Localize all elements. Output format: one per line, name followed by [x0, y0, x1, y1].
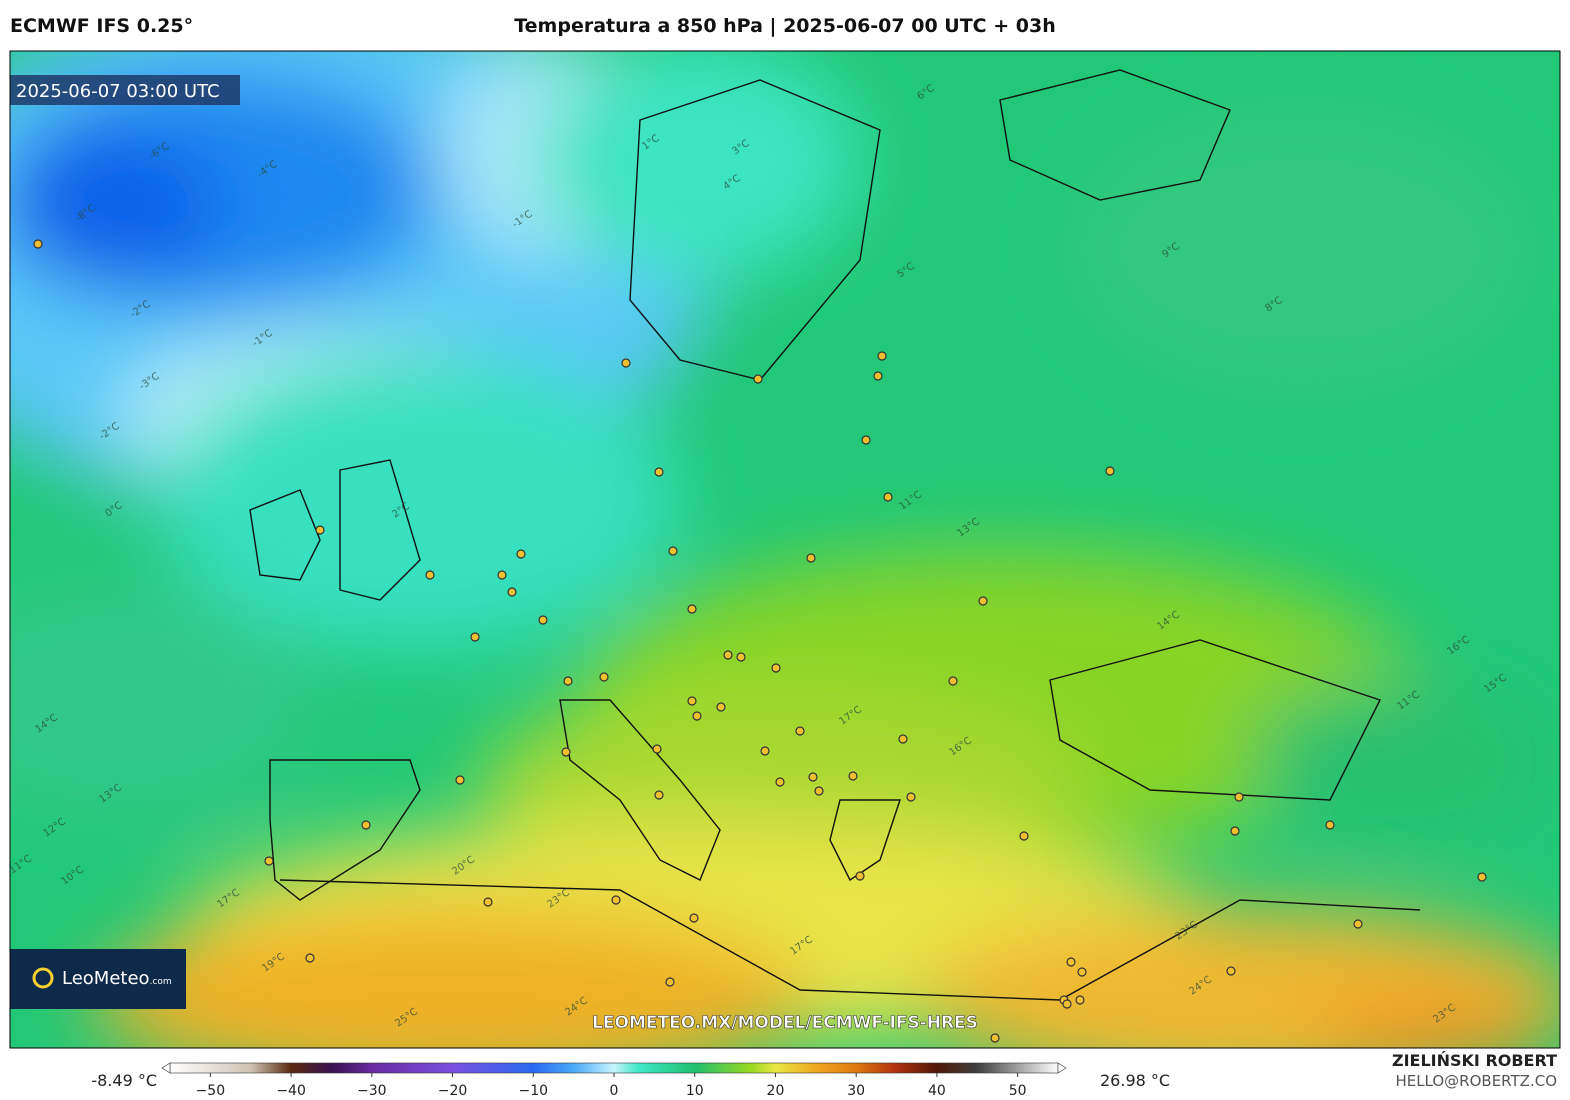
- city-dot: [883, 492, 893, 502]
- city-dot: [654, 790, 664, 800]
- city-dot: [654, 467, 664, 477]
- colorbar-tick-label: 50: [1009, 1083, 1027, 1099]
- city-dot: [736, 652, 746, 662]
- city-dot: [978, 596, 988, 606]
- email: HELLO@ROBERTZ.CO: [1395, 1072, 1557, 1090]
- city-dot: [33, 239, 43, 249]
- colorbar-min: -8.49 °C: [91, 1071, 157, 1090]
- city-dot: [1230, 826, 1240, 836]
- city-dot: [1325, 820, 1335, 830]
- city-dot: [611, 895, 621, 905]
- city-dot: [1066, 957, 1076, 967]
- city-dot: [455, 775, 465, 785]
- city-dot: [599, 672, 609, 682]
- city-dot: [361, 820, 371, 830]
- map-title: Temperatura a 850 hPa | 2025-06-07 00 UT…: [514, 15, 1056, 37]
- city-dot: [808, 772, 818, 782]
- colorbar-tick-label: −40: [276, 1083, 306, 1099]
- city-dot: [873, 371, 883, 381]
- city-dot: [723, 650, 733, 660]
- city-dot: [1234, 792, 1244, 802]
- colorbar-tick-label: −20: [438, 1083, 468, 1099]
- city-dot: [1075, 995, 1085, 1005]
- colorbar-tick-label: 40: [928, 1083, 946, 1099]
- city-dot: [775, 777, 785, 787]
- city-dot: [1477, 872, 1487, 882]
- city-dot: [906, 792, 916, 802]
- city-dot: [315, 525, 325, 535]
- city-dot: [1062, 999, 1072, 1009]
- city-dot: [665, 977, 675, 987]
- city-dot: [1226, 966, 1236, 976]
- city-dot: [652, 744, 662, 754]
- author: ZIELIŃSKI ROBERT: [1392, 1051, 1557, 1070]
- city-dot: [692, 711, 702, 721]
- colorbar-tick-label: 30: [847, 1083, 865, 1099]
- city-dot: [425, 570, 435, 580]
- cities: [33, 239, 1487, 1043]
- city-dot: [516, 549, 526, 559]
- colorbar: −50 −40 −30 −20 −10 0 10 20 30 40 50: [161, 1062, 1067, 1099]
- city-dot: [470, 632, 480, 642]
- city-dot: [689, 913, 699, 923]
- city-dot: [716, 702, 726, 712]
- colorbar-end: [1057, 1062, 1067, 1074]
- city-dot: [814, 786, 824, 796]
- city-dot: [753, 374, 763, 384]
- colorbar-bar: [169, 1062, 1059, 1074]
- logo-sun: [32, 967, 54, 989]
- city-dot: [898, 734, 908, 744]
- logo-box: [10, 949, 186, 1009]
- city-dot: [1105, 466, 1115, 476]
- city-dot: [563, 676, 573, 686]
- city-dot: [806, 553, 816, 563]
- city-dot: [1353, 919, 1363, 929]
- city-dot: [1077, 967, 1087, 977]
- colorbar-tick-label: −30: [357, 1083, 387, 1099]
- city-dot: [948, 676, 958, 686]
- city-dot: [561, 747, 571, 757]
- colorbar-end: [161, 1062, 171, 1074]
- city-dot: [861, 435, 871, 445]
- city-dot: [848, 771, 858, 781]
- city-dot: [264, 856, 274, 866]
- time-box: [10, 75, 240, 105]
- model-name: ECMWF IFS 0.25°: [10, 15, 193, 37]
- colorbar-tick-label: −10: [518, 1083, 548, 1099]
- watermark: LEOMETEO.MX/MODEL/ECMWF-IFS-HRES: [592, 1013, 978, 1033]
- logo: LeoMeteo.com: [62, 968, 172, 989]
- city-dot: [760, 746, 770, 756]
- logo-suffix: .com: [150, 977, 172, 987]
- city-dot: [855, 871, 865, 881]
- city-dot: [795, 726, 805, 736]
- city-dot: [668, 546, 678, 556]
- colorbar-tick-label: 0: [610, 1083, 619, 1099]
- city-dot: [497, 570, 507, 580]
- colorbar-tick-label: 10: [686, 1083, 704, 1099]
- coastlines: [249, 69, 1421, 1001]
- colorbar-max: 26.98 °C: [1100, 1071, 1170, 1090]
- logo-text: LeoMeteo: [62, 968, 150, 989]
- city-dot: [621, 358, 631, 368]
- city-dot: [877, 351, 887, 361]
- city-dot: [771, 663, 781, 673]
- city-dot: [483, 897, 493, 907]
- city-dot: [1019, 831, 1029, 841]
- colorbar-tick-label: −50: [196, 1083, 226, 1099]
- map-frame: [9, 50, 1561, 1049]
- city-dot: [990, 1033, 1000, 1043]
- city-dot: [538, 615, 548, 625]
- colorbar-tick-label: 20: [767, 1083, 785, 1099]
- city-dot: [687, 604, 697, 614]
- city-dot: [305, 953, 315, 963]
- valid-time: 2025-06-07 03:00 UTC: [16, 81, 220, 102]
- city-dot: [687, 696, 697, 706]
- city-dot: [507, 587, 517, 597]
